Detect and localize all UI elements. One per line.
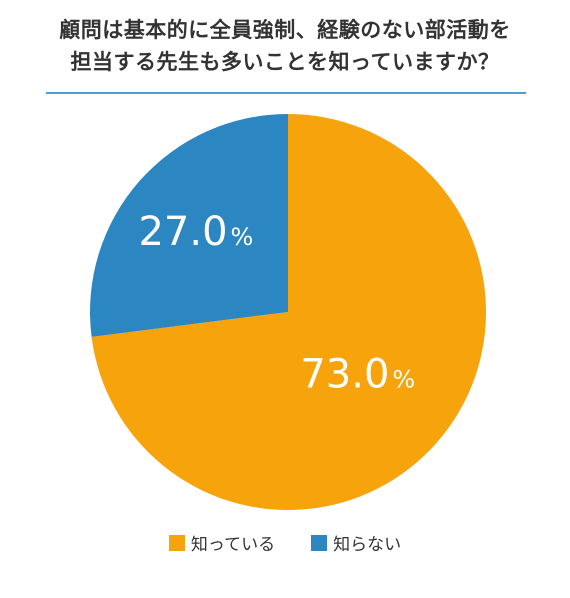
legend-label-known: 知っている xyxy=(190,535,276,555)
chart-title: 顧問は基本的に全員強制、経験のない部活動を 担当する先生も多いことを知っています… xyxy=(0,14,570,78)
legend-item-unknown: 知らない xyxy=(311,530,401,555)
legend-swatch-known xyxy=(168,534,185,551)
title-divider xyxy=(46,92,526,94)
pie-slice-unknown xyxy=(89,114,288,337)
legend-item-known: 知っている xyxy=(168,530,276,555)
chart-title-line-1: 顧問は基本的に全員強制、経験のない部活動を xyxy=(59,18,511,42)
data-label-known: 73.0% xyxy=(300,352,415,398)
data-label-unknown: 27.0% xyxy=(138,209,253,255)
legend: 知っている 知らない xyxy=(0,530,570,555)
chart-title-line-2: 担当する先生も多いことを知っていますか？ xyxy=(70,50,500,74)
pie-chart: 73.0 % 27.0% xyxy=(89,114,487,510)
pie-slice-known xyxy=(91,114,487,510)
legend-swatch-unknown xyxy=(311,534,328,551)
legend-label-unknown: 知らない xyxy=(333,535,402,555)
